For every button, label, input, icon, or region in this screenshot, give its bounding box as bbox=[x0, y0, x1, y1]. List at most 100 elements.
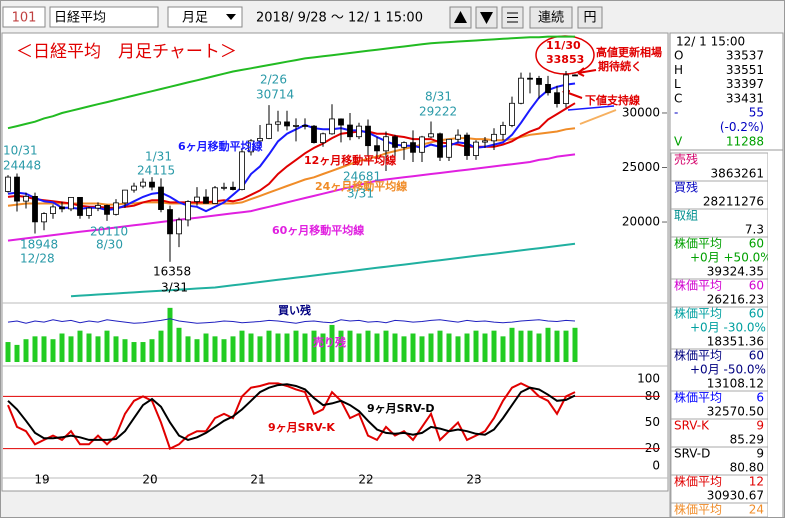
volume-bar bbox=[167, 307, 173, 362]
candle-body bbox=[158, 186, 164, 210]
candle-body bbox=[464, 134, 470, 156]
item-sub: +0月 -30.0% bbox=[690, 321, 766, 335]
candle-body bbox=[95, 205, 101, 209]
candle-body bbox=[284, 121, 290, 127]
volume-bar bbox=[329, 324, 335, 362]
item-value: 13108.12 bbox=[707, 377, 764, 391]
item-value: 28211276 bbox=[703, 195, 764, 209]
srv-tick-label: 100 bbox=[637, 372, 660, 386]
candle-body bbox=[482, 140, 488, 143]
candle-body bbox=[194, 196, 200, 202]
volume-bar bbox=[257, 336, 263, 362]
item-sub: +0月 -50.0% bbox=[690, 363, 766, 377]
candle-body bbox=[239, 151, 245, 190]
candle-body bbox=[428, 133, 434, 138]
volume-bar bbox=[5, 342, 11, 362]
candle-body bbox=[266, 123, 272, 139]
volume-bar bbox=[293, 330, 299, 362]
x-tick-label: 20 bbox=[142, 473, 157, 487]
candle-body bbox=[5, 176, 11, 192]
srv-tick-label: 0 bbox=[652, 459, 660, 473]
code: 101 bbox=[12, 11, 37, 26]
candle-body bbox=[383, 136, 389, 152]
volume-bar bbox=[59, 333, 65, 362]
info-datetime: 12/ 1 15:00 bbox=[676, 35, 745, 49]
period-dropdown[interactable] bbox=[167, 6, 243, 28]
annotation: 10/31 bbox=[3, 144, 38, 158]
series-line bbox=[70, 242, 576, 298]
volume-bar bbox=[527, 330, 533, 362]
x-tick-label: 22 bbox=[358, 473, 373, 487]
item-label: 株価平均 bbox=[674, 502, 722, 517]
candle-body bbox=[563, 74, 569, 105]
volume-bar bbox=[572, 327, 578, 362]
item-param: 60 bbox=[749, 307, 764, 321]
quote-label: V bbox=[674, 134, 683, 148]
yen-button[interactable] bbox=[577, 6, 603, 29]
series-line bbox=[7, 127, 576, 207]
volume-bar bbox=[194, 339, 200, 362]
volume-bar bbox=[266, 330, 272, 362]
date-range: 2018/ 9/28 〜 12/ 1 15:00 bbox=[256, 11, 423, 26]
volume-bar bbox=[437, 330, 443, 362]
volume-bar bbox=[77, 330, 83, 362]
volume-bar bbox=[365, 330, 371, 362]
code-box[interactable] bbox=[2, 6, 46, 28]
candle-body bbox=[356, 125, 362, 138]
candle-body bbox=[311, 125, 317, 143]
volume-bar bbox=[311, 330, 317, 362]
volume-bar bbox=[248, 333, 254, 362]
annotation: 30714 bbox=[256, 88, 294, 102]
item-param: 12 bbox=[749, 475, 764, 489]
volume-bar bbox=[428, 333, 434, 362]
series-line bbox=[7, 318, 576, 324]
item-label: 取組 bbox=[674, 209, 698, 223]
volume-bar bbox=[140, 342, 146, 362]
volume-bar bbox=[14, 344, 20, 362]
annotation: 18948 bbox=[20, 238, 58, 252]
candle-body bbox=[446, 138, 452, 158]
item-label: SRV-K bbox=[674, 419, 710, 433]
candle-body bbox=[86, 207, 92, 216]
annotation: 9ヶ月SRV-K bbox=[268, 421, 335, 434]
name-box[interactable] bbox=[49, 6, 159, 28]
volume-bar bbox=[203, 333, 209, 362]
candle-body bbox=[509, 102, 515, 126]
volume-bar bbox=[419, 336, 425, 362]
quote-label: - bbox=[674, 106, 678, 120]
volume-bar bbox=[410, 333, 416, 362]
x-tick-label: 23 bbox=[466, 473, 481, 487]
item-sub: +0月 +50.0% bbox=[690, 251, 772, 265]
period: 月足 bbox=[182, 11, 208, 26]
series-line bbox=[7, 383, 576, 441]
y-tick-label: 30000 bbox=[622, 105, 660, 119]
annotation: 期待続く bbox=[598, 59, 642, 73]
candle-body bbox=[176, 219, 182, 235]
volume-bar bbox=[68, 336, 74, 362]
item-label: 株価平均 bbox=[674, 348, 722, 363]
annotation: 3/31 bbox=[347, 187, 374, 201]
annotation: 24681 bbox=[343, 170, 381, 184]
annotation: 6ヶ月移動平均線 bbox=[178, 139, 263, 153]
info-panel bbox=[669, 32, 784, 518]
volume-bar bbox=[500, 336, 506, 362]
support-line bbox=[567, 105, 615, 111]
item-value: 3863261 bbox=[711, 167, 764, 181]
annotation: 下値支持線 bbox=[585, 93, 640, 107]
item-param: 60 bbox=[749, 237, 764, 251]
candle-body bbox=[500, 125, 506, 135]
volume-bar bbox=[302, 333, 308, 362]
yen-label: 円 bbox=[583, 11, 596, 26]
volume-bar bbox=[158, 330, 164, 362]
series-line bbox=[7, 82, 576, 213]
candle-body bbox=[491, 133, 497, 142]
volume-bar bbox=[104, 330, 110, 362]
candle-body bbox=[212, 187, 218, 204]
annotation: 2/26 bbox=[260, 73, 287, 87]
series-line bbox=[7, 153, 576, 242]
x-tick-label: 21 bbox=[250, 473, 265, 487]
volume-bar bbox=[239, 330, 245, 362]
continuous-button[interactable] bbox=[529, 6, 573, 29]
quote-label: H bbox=[674, 63, 683, 77]
srv-tick-label: 50 bbox=[645, 415, 660, 429]
